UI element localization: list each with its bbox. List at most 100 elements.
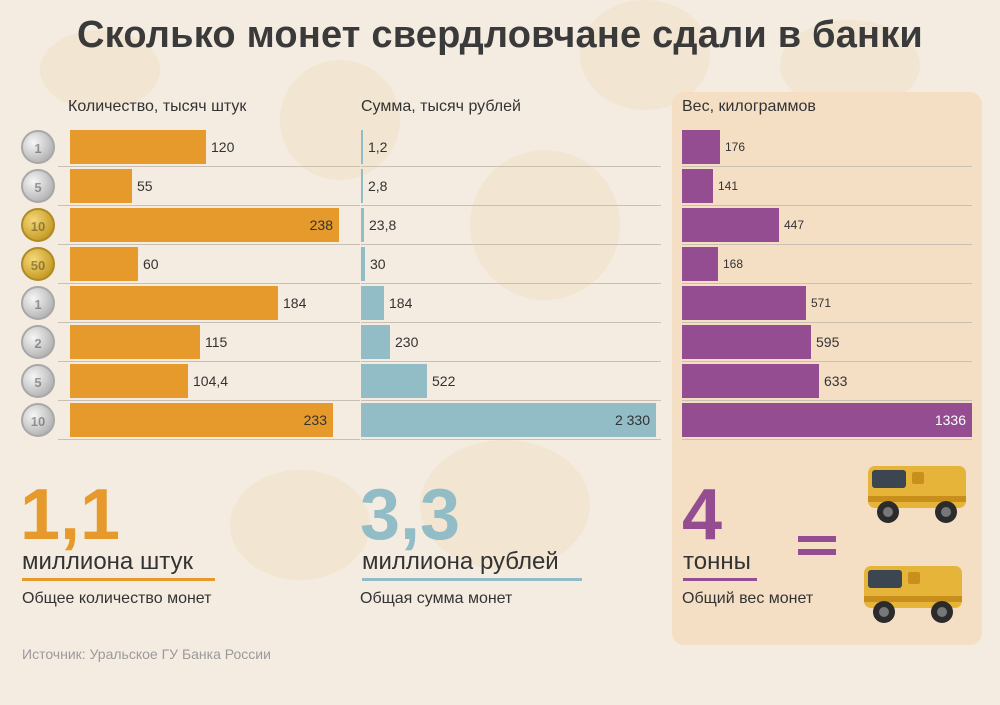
row-separator <box>682 400 972 401</box>
coin-icon: 1 <box>21 286 55 320</box>
total-count-unit: миллиона штук <box>22 548 193 575</box>
data-label: 2,8 <box>368 178 388 194</box>
row-separator <box>58 283 360 284</box>
data-label: 104,4 <box>193 373 229 389</box>
row-separator <box>58 361 360 362</box>
row-separator <box>361 439 661 440</box>
data-label: 168 <box>723 257 744 271</box>
bar-blue <box>361 325 390 359</box>
bar-blue <box>361 403 656 437</box>
row-separator <box>682 439 972 440</box>
coin-icon: 2 <box>21 325 55 359</box>
data-label: 23,8 <box>369 217 397 233</box>
bar-purple <box>682 247 718 281</box>
data-label: 595 <box>816 334 840 350</box>
equals-sign-bottom <box>798 549 836 555</box>
bar-orange <box>70 403 333 437</box>
row-separator <box>361 400 661 401</box>
coin-icon: 1 <box>21 130 55 164</box>
bar-blue <box>361 364 427 398</box>
row-separator <box>58 400 360 401</box>
total-sum-value: 3,3 <box>360 475 461 555</box>
data-label: 176 <box>725 140 746 154</box>
bar-purple <box>682 364 819 398</box>
total-weight-caption: Общий вес монет <box>682 590 814 607</box>
equals-sign-top <box>798 536 836 542</box>
bar-purple <box>682 208 779 242</box>
row-separator <box>58 439 360 440</box>
data-label: 55 <box>137 178 153 194</box>
background-coin <box>580 0 710 110</box>
total-weight-unit: тонны <box>683 548 751 575</box>
bar-purple <box>682 403 972 437</box>
background-coin <box>230 470 370 580</box>
header-count: Количество, тысяч штук <box>68 98 247 115</box>
row-separator <box>361 361 661 362</box>
coin-icon: 5 <box>21 169 55 203</box>
van-icon <box>868 466 966 523</box>
total-weight-underline <box>683 578 757 581</box>
total-sum-caption: Общая сумма монет <box>360 590 513 607</box>
row-separator <box>361 244 661 245</box>
coin-icon: 10 <box>21 403 55 437</box>
data-label: 571 <box>811 296 832 310</box>
row-separator <box>361 283 661 284</box>
bar-blue <box>361 247 365 281</box>
data-label: 230 <box>395 334 419 350</box>
data-label: 522 <box>432 373 456 389</box>
row-separator <box>361 322 661 323</box>
background-coin <box>40 30 160 110</box>
bar-orange <box>70 247 138 281</box>
bar-orange <box>70 208 339 242</box>
total-count-caption: Общее количество монет <box>22 590 212 607</box>
row-separator <box>361 205 661 206</box>
row-separator <box>682 361 972 362</box>
background-coin <box>280 60 400 180</box>
row-separator <box>682 322 972 323</box>
van-icon <box>864 566 962 623</box>
data-label: 115 <box>205 334 228 350</box>
row-separator <box>58 205 360 206</box>
data-label: 120 <box>211 139 235 155</box>
header-weight: Вес, килограммов <box>682 98 816 115</box>
total-sum-underline <box>362 578 582 581</box>
total-weight-value: 4 <box>682 475 723 555</box>
row-separator <box>682 166 972 167</box>
source-note: Источник: Уральское ГУ Банка России <box>22 646 271 662</box>
total-sum-unit: миллиона рублей <box>362 548 559 575</box>
data-label: 141 <box>718 179 739 193</box>
data-label: 184 <box>389 295 413 311</box>
data-label: 447 <box>784 218 805 232</box>
data-label: 1336 <box>934 412 966 428</box>
bar-orange <box>70 286 278 320</box>
bar-purple <box>682 325 811 359</box>
data-label: 60 <box>143 256 159 272</box>
row-separator <box>58 322 360 323</box>
page-title: Сколько монет свердловчане сдали в банки <box>76 14 923 56</box>
coin-icon: 5 <box>21 364 55 398</box>
row-separator <box>682 244 972 245</box>
coin-icon: 50 <box>21 247 55 281</box>
data-label: 2 330 <box>614 412 650 428</box>
bar-orange <box>70 130 206 164</box>
data-label: 30 <box>370 256 386 272</box>
bar-blue <box>361 286 384 320</box>
total-count-value: 1,1 <box>20 475 121 555</box>
data-label: 184 <box>283 295 307 311</box>
background-coin <box>420 440 590 570</box>
row-separator <box>682 205 972 206</box>
row-separator <box>58 166 360 167</box>
row-separator <box>682 283 972 284</box>
bar-blue <box>361 208 364 242</box>
bar-purple <box>682 169 713 203</box>
bar-orange <box>70 325 200 359</box>
data-label: 633 <box>824 373 848 389</box>
bar-blue <box>361 130 363 164</box>
row-separator <box>58 244 360 245</box>
data-label: 233 <box>303 412 327 428</box>
row-separator <box>361 166 661 167</box>
total-count-underline <box>22 578 215 581</box>
bar-purple <box>682 130 720 164</box>
bar-orange <box>70 364 188 398</box>
background-coin <box>470 150 620 300</box>
